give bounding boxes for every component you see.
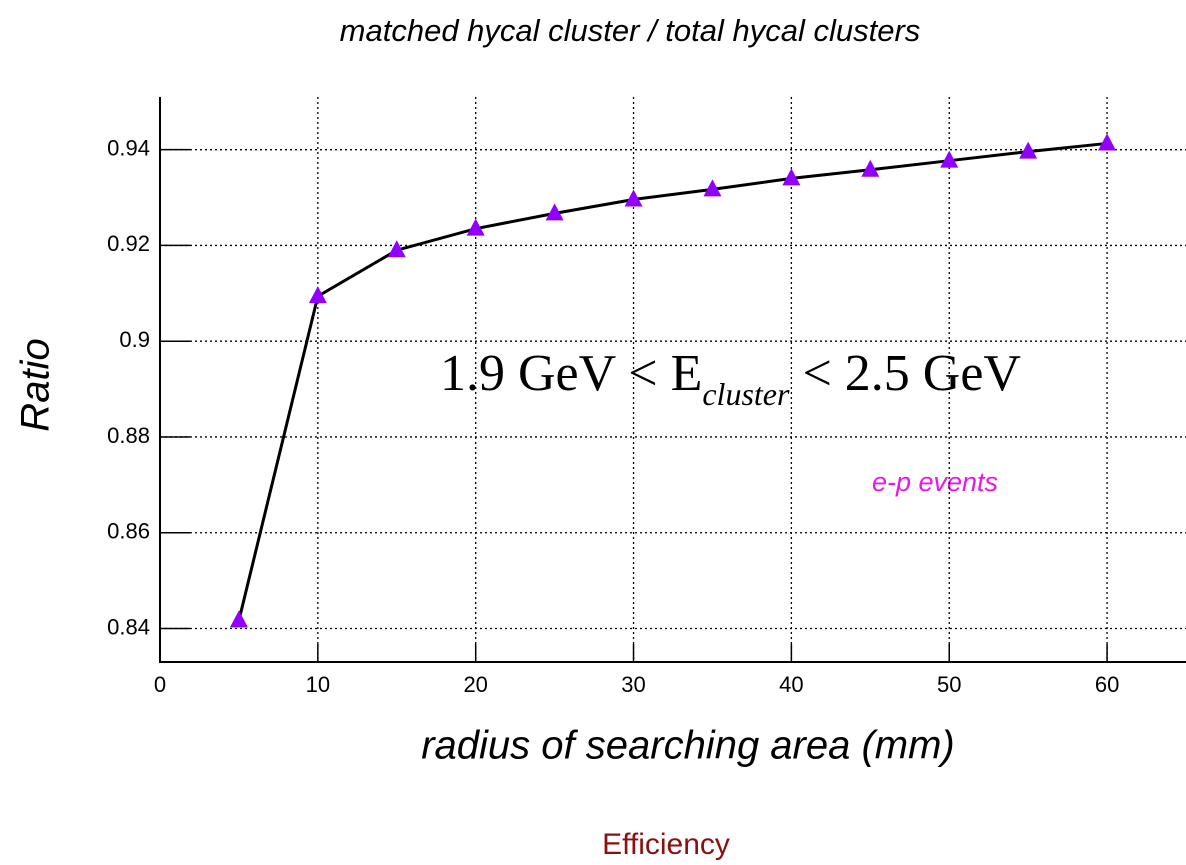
data-marker	[1098, 133, 1117, 151]
data-marker	[703, 179, 722, 197]
data-marker	[861, 159, 880, 177]
caption: Efficiency	[602, 828, 730, 861]
energy-sub: cluster	[702, 376, 790, 412]
y-tick-label: 0.92	[107, 231, 150, 256]
x-tick-label: 20	[463, 672, 487, 697]
x-tick-label: 10	[306, 672, 330, 697]
y-tick-label: 0.88	[107, 423, 150, 448]
x-tick-label: 40	[779, 672, 803, 697]
y-tick-label: 0.86	[107, 519, 150, 544]
chart-title: matched hycal cluster / total hycal clus…	[340, 13, 921, 48]
data-marker	[545, 203, 564, 221]
energy-annotation: 1.9 GeV < Ecluster < 2.5 GeV	[440, 345, 1021, 412]
data-marker	[940, 150, 959, 168]
axes	[159, 97, 1186, 663]
data-marker	[1019, 141, 1038, 159]
y-tick-label: 0.9	[119, 327, 150, 352]
x-tick-label: 60	[1095, 672, 1119, 697]
y-axis-title: Ratio	[14, 338, 58, 431]
data-marker	[308, 286, 327, 304]
events-annotation: e-p events	[872, 467, 998, 497]
x-tick-label: 50	[937, 672, 961, 697]
data-marker	[466, 218, 485, 236]
energy-after: < 2.5 GeV	[789, 345, 1021, 402]
data-marker	[624, 189, 643, 207]
x-tick-label: 0	[154, 672, 166, 697]
y-tick-label: 0.94	[107, 135, 150, 160]
x-tick-label: 30	[621, 672, 645, 697]
x-axis-title: radius of searching area (mm)	[421, 724, 955, 768]
data-marker	[229, 610, 248, 628]
energy-before: 1.9 GeV < E	[440, 345, 702, 402]
data-marker	[387, 240, 406, 258]
y-tick-label: 0.84	[107, 614, 150, 639]
data-line	[237, 141, 1108, 621]
data-marker	[782, 168, 801, 186]
